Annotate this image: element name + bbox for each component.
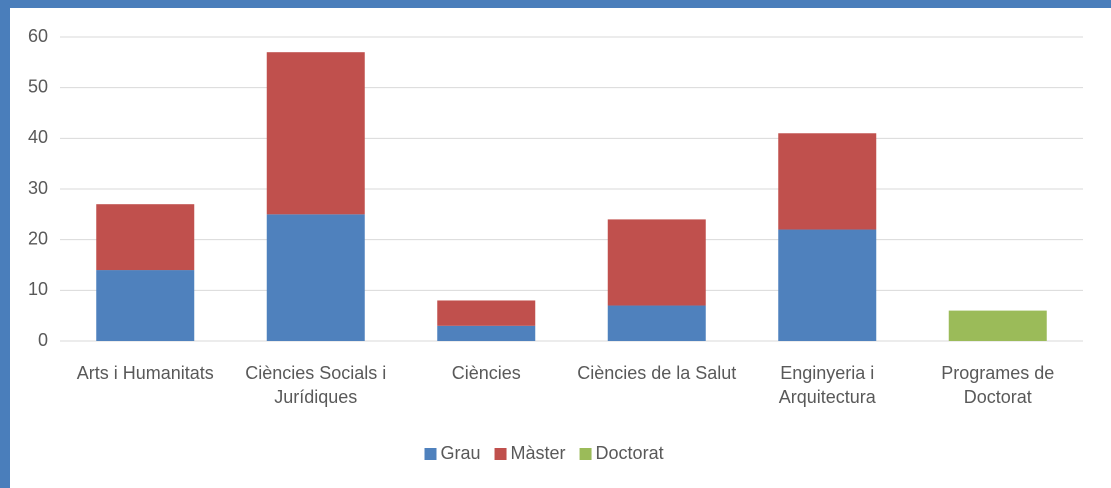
x-tick-label: Enginyeria i Arquitectura xyxy=(778,363,876,407)
y-tick-label: 50 xyxy=(28,76,48,96)
y-tick-label: 20 xyxy=(28,228,48,248)
chart: 0 10 20 30 40 50 60 Grau Màster Doctorat xyxy=(28,26,1083,463)
bar-segment xyxy=(266,214,365,341)
bar-segment xyxy=(266,52,365,215)
y-tick-label: 0 xyxy=(38,330,48,350)
legend-label: Grau xyxy=(441,443,481,463)
x-tick-label: Arts i Humanitats xyxy=(76,363,214,383)
bar-segment xyxy=(778,133,877,230)
legend-label: Màster xyxy=(511,443,566,463)
legend-label: Doctorat xyxy=(596,443,664,463)
y-tick-label: 10 xyxy=(28,279,48,299)
bar-segment xyxy=(437,325,536,341)
legend-swatch xyxy=(424,448,437,460)
bar-segment xyxy=(607,219,706,306)
legend-swatch xyxy=(494,448,507,460)
y-tick-label: 60 xyxy=(28,26,48,46)
legend-swatch xyxy=(579,448,592,460)
x-tick-label: Programes de Doctorat xyxy=(941,363,1055,407)
x-tick-label: Ciències Socials i Jurídiques xyxy=(245,363,387,407)
bar-segment xyxy=(778,229,877,341)
y-tick-label: 30 xyxy=(28,178,48,198)
y-tick-label: 40 xyxy=(28,127,48,147)
x-tick-label: Ciències xyxy=(451,363,521,383)
bar-segment xyxy=(96,204,195,271)
bar-segment xyxy=(437,300,536,326)
x-tick-label: Ciències de la Salut xyxy=(577,363,737,383)
bar-segment xyxy=(948,310,1047,341)
bar-segment xyxy=(607,305,706,341)
bar-segment xyxy=(96,270,195,341)
